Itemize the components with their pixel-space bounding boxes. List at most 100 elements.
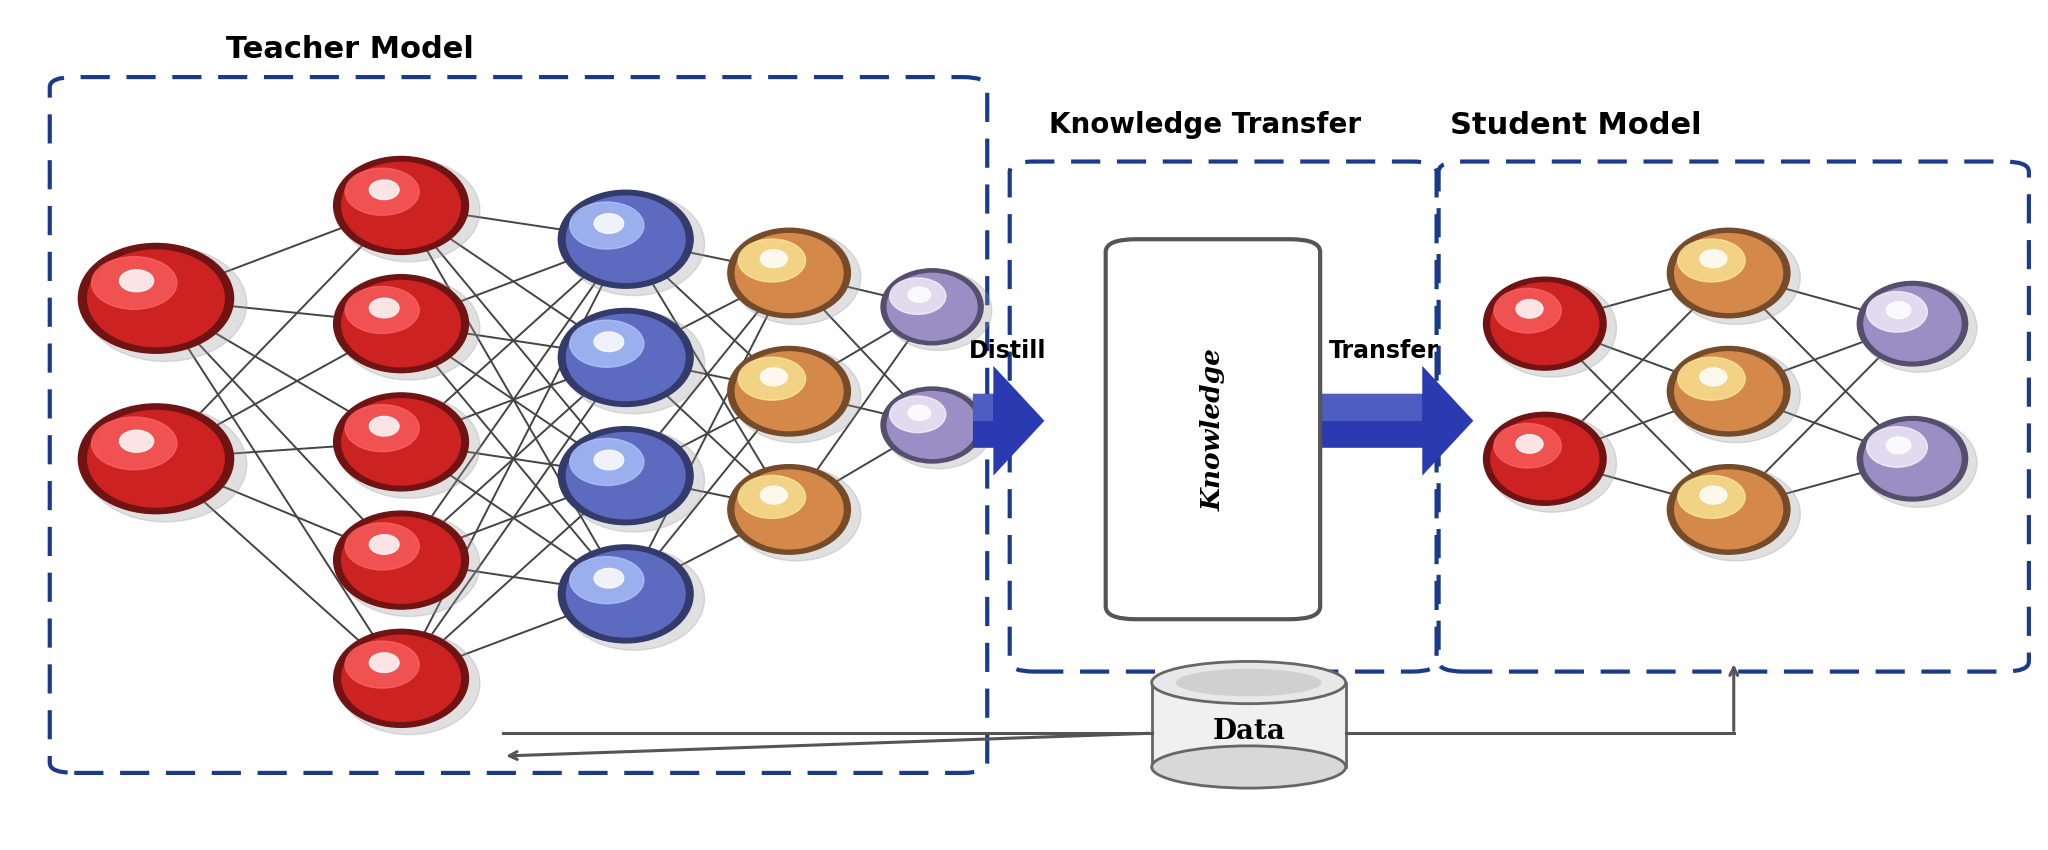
Ellipse shape xyxy=(1151,661,1346,704)
Ellipse shape xyxy=(338,632,479,734)
Ellipse shape xyxy=(1858,416,1968,501)
Ellipse shape xyxy=(569,320,643,367)
Ellipse shape xyxy=(885,389,991,468)
Ellipse shape xyxy=(760,486,786,504)
Ellipse shape xyxy=(1487,280,1616,377)
Ellipse shape xyxy=(567,314,684,400)
Ellipse shape xyxy=(1677,357,1745,400)
Ellipse shape xyxy=(369,298,399,318)
Ellipse shape xyxy=(563,547,705,650)
FancyBboxPatch shape xyxy=(1106,239,1321,619)
Ellipse shape xyxy=(1858,281,1968,366)
Ellipse shape xyxy=(563,311,705,414)
Ellipse shape xyxy=(887,274,977,340)
Ellipse shape xyxy=(338,395,479,498)
Ellipse shape xyxy=(84,406,246,522)
Ellipse shape xyxy=(731,467,860,561)
Ellipse shape xyxy=(1516,299,1542,318)
Ellipse shape xyxy=(1483,277,1606,370)
Ellipse shape xyxy=(338,159,479,262)
Ellipse shape xyxy=(559,190,692,288)
Ellipse shape xyxy=(342,635,461,722)
Ellipse shape xyxy=(735,470,844,549)
Ellipse shape xyxy=(567,433,684,518)
Ellipse shape xyxy=(88,411,225,507)
Ellipse shape xyxy=(1886,437,1911,454)
Ellipse shape xyxy=(559,309,692,406)
Ellipse shape xyxy=(727,229,850,318)
Ellipse shape xyxy=(338,513,479,616)
Ellipse shape xyxy=(1483,412,1606,505)
Ellipse shape xyxy=(907,287,930,303)
Ellipse shape xyxy=(907,405,930,421)
Ellipse shape xyxy=(1700,368,1726,386)
Ellipse shape xyxy=(84,246,246,361)
Polygon shape xyxy=(973,394,993,421)
Ellipse shape xyxy=(1667,229,1790,318)
Ellipse shape xyxy=(559,427,692,524)
Ellipse shape xyxy=(1667,465,1790,554)
Text: Data: Data xyxy=(1212,718,1284,745)
Ellipse shape xyxy=(563,429,705,532)
Ellipse shape xyxy=(78,243,233,354)
Ellipse shape xyxy=(346,286,420,333)
Text: Teacher Model: Teacher Model xyxy=(225,35,473,64)
Ellipse shape xyxy=(1671,230,1800,325)
Ellipse shape xyxy=(334,511,469,609)
Ellipse shape xyxy=(334,393,469,490)
Ellipse shape xyxy=(760,250,786,268)
Ellipse shape xyxy=(727,347,850,436)
Ellipse shape xyxy=(735,352,844,431)
Ellipse shape xyxy=(1675,470,1782,549)
Polygon shape xyxy=(1290,366,1473,476)
Ellipse shape xyxy=(1493,288,1561,333)
Ellipse shape xyxy=(594,332,625,352)
Ellipse shape xyxy=(1675,234,1782,313)
Ellipse shape xyxy=(88,250,225,347)
Ellipse shape xyxy=(567,196,684,282)
Ellipse shape xyxy=(569,439,643,485)
Ellipse shape xyxy=(1667,347,1790,436)
Ellipse shape xyxy=(338,277,479,380)
Ellipse shape xyxy=(1866,427,1927,468)
Ellipse shape xyxy=(346,405,420,451)
Ellipse shape xyxy=(369,535,399,554)
Polygon shape xyxy=(1151,683,1346,767)
Ellipse shape xyxy=(1866,292,1927,332)
Ellipse shape xyxy=(369,180,399,200)
Ellipse shape xyxy=(1176,669,1321,696)
Ellipse shape xyxy=(334,275,469,372)
Ellipse shape xyxy=(594,569,625,588)
Text: Distill: Distill xyxy=(969,338,1047,363)
Ellipse shape xyxy=(1491,418,1599,500)
Ellipse shape xyxy=(1886,302,1911,319)
Ellipse shape xyxy=(346,168,420,215)
Ellipse shape xyxy=(1151,746,1346,788)
Ellipse shape xyxy=(1700,250,1726,268)
Ellipse shape xyxy=(760,368,786,386)
Ellipse shape xyxy=(881,387,983,463)
Ellipse shape xyxy=(889,396,946,433)
Ellipse shape xyxy=(342,517,461,604)
Text: Knowledge: Knowledge xyxy=(1200,348,1225,511)
Ellipse shape xyxy=(1677,475,1745,518)
Ellipse shape xyxy=(334,156,469,254)
Text: Student Model: Student Model xyxy=(1450,110,1702,139)
Ellipse shape xyxy=(885,270,991,350)
Ellipse shape xyxy=(334,629,469,728)
Ellipse shape xyxy=(78,404,233,513)
Ellipse shape xyxy=(92,257,176,309)
Ellipse shape xyxy=(887,392,977,458)
Ellipse shape xyxy=(1677,239,1745,282)
Ellipse shape xyxy=(737,357,805,400)
Ellipse shape xyxy=(1491,283,1599,365)
Text: Knowledge Transfer: Knowledge Transfer xyxy=(1049,111,1360,139)
Ellipse shape xyxy=(369,416,399,436)
Ellipse shape xyxy=(119,269,154,292)
Ellipse shape xyxy=(342,280,461,366)
Ellipse shape xyxy=(342,162,461,248)
Ellipse shape xyxy=(1516,434,1542,453)
Ellipse shape xyxy=(569,202,643,249)
Ellipse shape xyxy=(737,475,805,518)
Ellipse shape xyxy=(731,230,860,325)
